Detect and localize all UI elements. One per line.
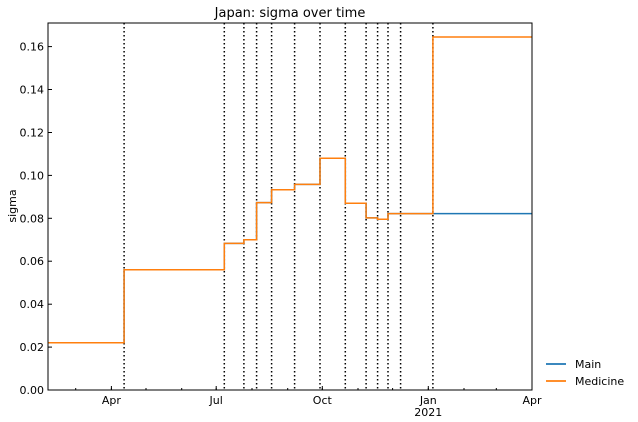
y-tick-label: 0.16 <box>20 41 45 54</box>
change-point-lines <box>123 23 434 390</box>
chart-title: Japan: sigma over time <box>214 6 366 21</box>
x-tick-label: Oct <box>313 394 333 407</box>
legend-label-main: Main <box>575 358 601 371</box>
y-tick-label: 0.08 <box>20 212 45 225</box>
x-tick-label: Jul <box>209 394 223 407</box>
y-tick-label: 0.00 <box>20 384 45 397</box>
y-axis: 0.00 0.02 0.04 0.06 0.08 0.10 0.12 0.14 0.16 <box>20 41 52 397</box>
x-tick-year-label: 2021 <box>414 406 442 419</box>
legend: Main Medicine <box>546 358 624 388</box>
series-lines <box>48 36 532 344</box>
x-tick-label: Apr <box>102 394 122 407</box>
y-tick-label: 0.12 <box>20 127 45 140</box>
series-line-main <box>48 157 532 344</box>
plot-frame <box>47 22 533 391</box>
y-axis-label: sigma <box>6 189 19 222</box>
y-tick-label: 0.06 <box>20 255 45 268</box>
series-line-medicine <box>48 36 532 344</box>
x-tick-label: Jan <box>419 394 437 407</box>
y-tick-label: 0.02 <box>20 341 45 354</box>
y-tick-label: 0.10 <box>20 169 45 182</box>
y-tick-label: 0.04 <box>20 298 45 311</box>
x-tick-label: Apr <box>522 394 542 407</box>
legend-label-medicine: Medicine <box>575 375 624 388</box>
y-tick-label: 0.14 <box>20 84 45 97</box>
